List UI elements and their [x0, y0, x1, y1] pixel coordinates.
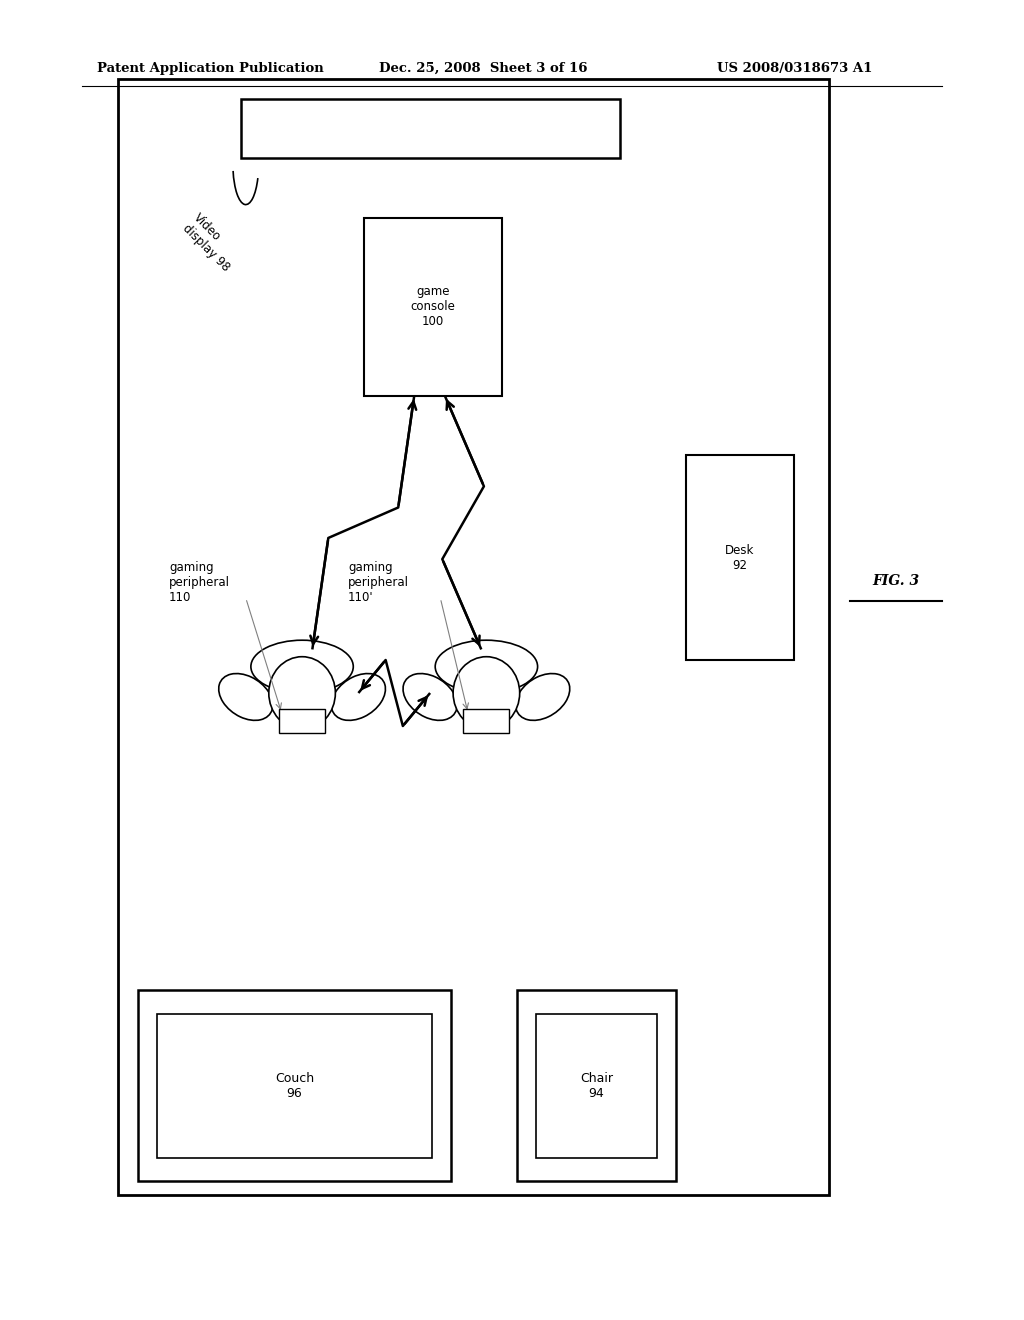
Text: Desk
92: Desk 92 — [725, 544, 755, 572]
Bar — [463, 709, 509, 733]
Text: Couch
96: Couch 96 — [274, 1072, 314, 1100]
Bar — [686, 455, 794, 660]
Text: game
console
100: game console 100 — [411, 285, 455, 329]
Bar — [138, 990, 451, 1181]
Text: Patent Application Publication: Patent Application Publication — [97, 62, 324, 75]
Ellipse shape — [251, 640, 353, 693]
Ellipse shape — [268, 657, 336, 729]
Ellipse shape — [516, 673, 569, 721]
Ellipse shape — [219, 673, 272, 721]
Bar — [241, 99, 620, 158]
Bar — [536, 1014, 657, 1158]
Text: Video
display 98: Video display 98 — [180, 211, 243, 275]
Bar — [364, 218, 502, 396]
Bar — [118, 79, 829, 1195]
Bar — [157, 1014, 432, 1158]
Bar — [517, 990, 676, 1181]
Bar — [279, 709, 325, 733]
Ellipse shape — [403, 673, 457, 721]
Ellipse shape — [453, 657, 519, 729]
Text: US 2008/0318673 A1: US 2008/0318673 A1 — [717, 62, 872, 75]
Text: FIG. 3: FIG. 3 — [872, 574, 920, 587]
Text: gaming
peripheral
110': gaming peripheral 110' — [348, 561, 410, 605]
Text: gaming
peripheral
110: gaming peripheral 110 — [169, 561, 230, 605]
Text: Chair
94: Chair 94 — [580, 1072, 613, 1100]
Ellipse shape — [435, 640, 538, 693]
Text: Dec. 25, 2008  Sheet 3 of 16: Dec. 25, 2008 Sheet 3 of 16 — [379, 62, 588, 75]
Ellipse shape — [332, 673, 385, 721]
